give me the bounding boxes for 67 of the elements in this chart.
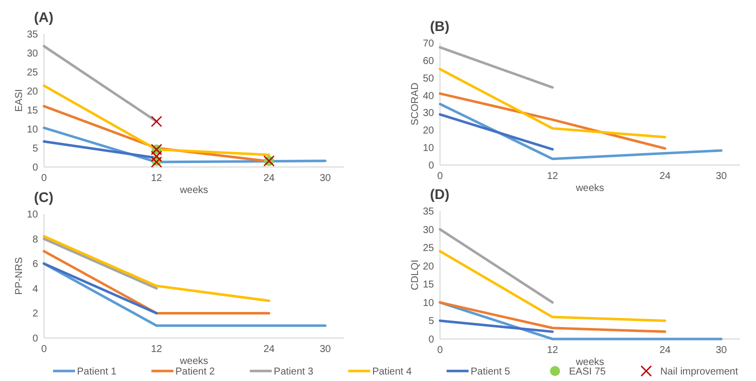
y-tick-label: 0 [32, 162, 38, 174]
y-tick-label: 0 [428, 160, 434, 172]
y-axis-title: CDLQI [410, 260, 421, 290]
x-tick-label: 24 [659, 345, 671, 356]
x-tick-label: 0 [41, 173, 48, 184]
x-axis-title: weeks [574, 357, 604, 368]
y-axis-title: SCORAD [410, 82, 421, 126]
y-tick-label: 20 [26, 86, 38, 98]
y-tick-label: 15 [26, 106, 38, 116]
y-tick-label: 30 [422, 108, 434, 120]
x-tick-label: 30 [716, 171, 728, 182]
x-axis-title: weeks [574, 183, 604, 194]
x-tick-label: 0 [437, 345, 444, 356]
y-tick-label: 60 [422, 56, 434, 67]
y-tick-label: 30 [26, 48, 38, 60]
legend-label: EASI 75 [569, 366, 606, 378]
y-tick-label: 10 [422, 143, 434, 154]
x-tick-label: 24 [659, 171, 671, 182]
y-tick-label: 70 [422, 38, 434, 50]
y-tick-label: 6 [32, 259, 38, 270]
x-tick-label: 24 [263, 344, 275, 355]
point [150, 116, 162, 128]
y-tick-label: 10 [26, 210, 38, 220]
y-tick-label: 35 [422, 206, 434, 218]
chart-title: (C) [34, 189, 54, 205]
x-tick-label: 12 [546, 345, 558, 356]
chart-title: (B) [430, 18, 450, 34]
y-tick-label: 25 [422, 243, 434, 254]
y-tick-label: 0 [32, 334, 38, 344]
y-tick-label: 30 [422, 224, 434, 236]
y-tick-label: 0 [428, 334, 434, 346]
y-tick-label: 25 [26, 68, 38, 78]
y-tick-label: 2 [32, 308, 38, 320]
chart-title: (D) [430, 186, 450, 202]
y-tick-label: 20 [422, 126, 434, 137]
x-tick-label: 0 [41, 344, 48, 355]
chart-title: (A) [34, 9, 54, 25]
legend-label: Patient 2 [175, 366, 216, 378]
x-tick-label: 12 [150, 344, 162, 355]
y-tick-label: 10 [422, 298, 434, 309]
x-tick-label: 30 [320, 344, 332, 355]
y-tick-label: 5 [428, 316, 434, 328]
y-axis-title: EASI [14, 89, 25, 112]
y-tick-label: 40 [422, 90, 434, 102]
x-tick-label: 12 [546, 171, 558, 182]
x-axis-title: weeks [178, 356, 208, 367]
y-tick-label: 10 [26, 124, 38, 136]
point [150, 150, 162, 162]
y-tick-label: 15 [422, 280, 434, 291]
y-tick-label: 4 [32, 284, 38, 295]
y-tick-label: 50 [422, 73, 434, 84]
legend-label: Patient 5 [470, 366, 511, 378]
legend-label: Patient 1 [77, 366, 117, 378]
x-tick-label: 30 [320, 173, 332, 184]
y-tick-label: 8 [32, 234, 38, 246]
y-tick-label: 20 [422, 261, 434, 272]
x-tick-label: 24 [263, 173, 275, 184]
x-tick-label: 30 [716, 345, 728, 356]
y-tick-label: 35 [26, 30, 38, 40]
x-axis-title: weeks [178, 185, 208, 196]
y-axis-title: PP-NRS [14, 256, 25, 295]
x-tick-label: 12 [150, 173, 162, 184]
x-tick-label: 0 [437, 171, 444, 182]
y-tick-label: 5 [32, 144, 38, 154]
legend-label: Patient 3 [274, 366, 314, 378]
legend-label: Nail improvement [660, 366, 738, 378]
legend-label: Patient 4 [372, 366, 412, 378]
